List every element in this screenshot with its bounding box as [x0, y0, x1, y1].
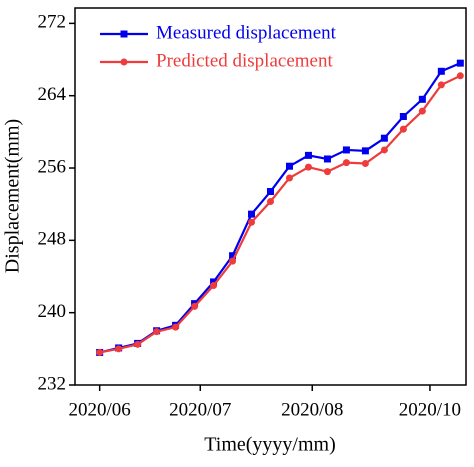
legend-label: Predicted displacement	[156, 50, 333, 71]
data-point	[210, 282, 218, 290]
data-point	[342, 146, 350, 154]
data-point	[229, 252, 237, 260]
data-point	[134, 340, 142, 348]
data-point	[418, 95, 426, 103]
data-point	[285, 174, 293, 182]
data-point	[380, 134, 388, 142]
y-tick-label: 232	[38, 373, 67, 394]
data-point	[399, 125, 407, 133]
data-point	[418, 107, 426, 115]
x-tick-label: 2020/10	[399, 399, 461, 420]
y-tick-label: 248	[38, 229, 67, 250]
data-point	[304, 163, 312, 171]
x-tick-label: 2020/06	[69, 399, 131, 420]
data-point	[229, 257, 237, 265]
data-point	[153, 328, 161, 336]
y-tick-label: 264	[38, 84, 67, 105]
legend-label: Measured displacement	[156, 22, 337, 43]
data-point	[172, 323, 180, 331]
y-tick-label: 240	[38, 301, 67, 322]
data-point	[456, 59, 464, 67]
data-point	[248, 210, 256, 218]
y-tick-label: 272	[38, 12, 67, 33]
data-point	[361, 147, 369, 155]
data-point	[323, 168, 331, 176]
x-axis-title: Time(yyyy/mm)	[204, 434, 336, 456]
data-point	[456, 72, 464, 80]
data-point	[267, 197, 274, 205]
plot-frame	[74, 7, 467, 386]
data-point	[361, 160, 369, 168]
data-point	[210, 278, 218, 286]
y-axis-title: Displacement(mm)	[2, 119, 24, 273]
data-point	[380, 146, 388, 154]
data-point	[437, 67, 445, 75]
data-point	[304, 151, 312, 159]
data-point	[248, 218, 256, 226]
x-tick-label: 2020/08	[281, 399, 343, 420]
data-point	[399, 112, 407, 120]
data-point	[342, 159, 350, 167]
data-point	[115, 345, 123, 353]
series-line	[99, 62, 461, 354]
data-point	[267, 188, 274, 196]
legend-marker	[120, 58, 128, 66]
data-point	[437, 81, 445, 89]
data-point	[191, 302, 199, 310]
y-tick-label: 256	[38, 156, 67, 177]
legend-marker	[120, 30, 128, 38]
x-tick-label: 2020/07	[169, 399, 231, 420]
data-point	[96, 348, 104, 356]
data-point	[323, 155, 331, 163]
data-point	[285, 162, 293, 170]
